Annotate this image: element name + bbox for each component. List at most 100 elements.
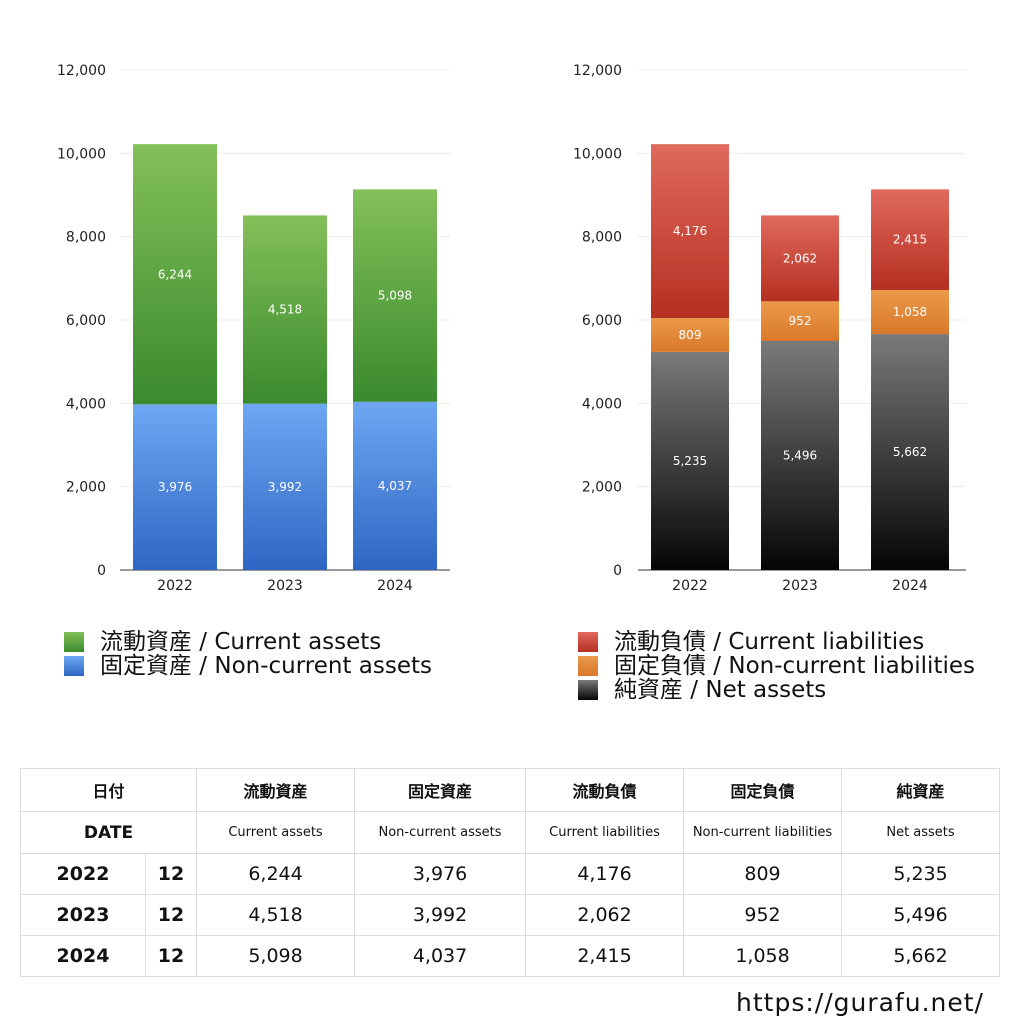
legend-swatch-current-liabilities (578, 632, 598, 652)
legend-label-non-current-liabilities: 固定負債 / Non-current liabilities (614, 653, 975, 679)
data-label: 6,244 (158, 267, 192, 281)
cell-month: 12 (144, 853, 198, 895)
y-tick-label: 2,000 (582, 480, 622, 496)
header-non-current-liabilities-en: Non-current liabilities (683, 811, 843, 854)
bar-segment (651, 351, 729, 570)
cell-year: 2023 (20, 894, 146, 936)
data-label: 2,415 (893, 233, 927, 247)
bar-segment (651, 318, 729, 352)
cell-net-assets: 5,496 (841, 894, 1001, 936)
header-net-assets-en: Net assets (841, 811, 1001, 854)
cell-current-liabilities: 4,176 (525, 853, 685, 895)
data-label: 2,062 (783, 251, 817, 265)
bar-segment (871, 189, 949, 290)
y-tick-label: 6,000 (66, 313, 106, 329)
cell-non-current-liabilities: 1,058 (683, 935, 843, 977)
bar-segment (761, 341, 839, 570)
y-tick-label: 0 (613, 563, 622, 579)
legend-label-current-liabilities: 流動負債 / Current liabilities (614, 629, 925, 655)
header-net-assets-jp: 純資産 (841, 768, 1001, 812)
data-table: 日付 流動資産 固定資産 流動負債 固定負債 純資産 DATE Current … (19, 768, 1001, 977)
header-current-liabilities-en: Current liabilities (525, 811, 685, 854)
y-tick-label: 12,000 (573, 63, 622, 79)
legend-item-current-liabilities: 流動負債 / Current liabilities (578, 630, 975, 654)
y-tick-label: 12,000 (57, 63, 106, 79)
bar-segment (761, 301, 839, 341)
data-label: 5,235 (673, 454, 707, 468)
data-label: 4,037 (378, 479, 412, 493)
liabilities-legend: 流動負債 / Current liabilities 固定負債 / Non-cu… (578, 630, 975, 702)
table-row: 2022 12 6,244 3,976 4,176 809 5,235 (20, 853, 1001, 895)
cell-non-current-assets: 3,976 (354, 853, 527, 895)
data-label: 1,058 (893, 305, 927, 319)
data-label: 4,176 (673, 224, 707, 238)
cell-current-liabilities: 2,415 (525, 935, 685, 977)
data-label: 5,098 (378, 289, 412, 303)
cell-non-current-liabilities: 952 (683, 894, 843, 936)
x-tick-label: 2022 (157, 578, 193, 594)
header-non-current-assets-en: Non-current assets (354, 811, 527, 854)
bar-segment (761, 215, 839, 302)
legend-item-net-assets: 純資産 / Net assets (578, 678, 975, 702)
legend-label-net-assets: 純資産 / Net assets (614, 677, 827, 703)
y-tick-label: 8,000 (66, 230, 106, 246)
cell-month: 12 (144, 894, 198, 936)
bar-segment (243, 403, 327, 570)
legend-item-non-current-assets: 固定資産 / Non-current assets (64, 654, 432, 678)
cell-net-assets: 5,662 (841, 935, 1001, 977)
y-tick-label: 6,000 (582, 313, 622, 329)
x-tick-label: 2022 (672, 578, 708, 594)
bar-segment (133, 144, 217, 405)
cell-net-assets: 5,235 (841, 853, 1001, 895)
header-date-en: DATE (19, 811, 198, 854)
bar-segment (651, 144, 729, 319)
assets-chart: 0 2,000 4,000 6,000 8,000 10,000 12,000 3,976 6,… (57, 63, 450, 594)
legend-swatch-non-current-assets (64, 656, 84, 676)
table-row: 2024 12 5,098 4,037 2,415 1,058 5,662 (20, 935, 1001, 977)
x-tick-label: 2023 (267, 578, 303, 594)
y-tick-label: 4,000 (582, 396, 622, 412)
cell-current-assets: 6,244 (196, 853, 356, 895)
cell-year: 2024 (20, 935, 146, 977)
header-current-assets-jp: 流動資産 (196, 768, 356, 812)
legend-swatch-net-assets (578, 680, 598, 700)
header-non-current-assets-jp: 固定資産 (354, 768, 527, 812)
x-tick-label: 2024 (377, 578, 413, 594)
y-tick-label: 8,000 (582, 230, 622, 246)
cell-current-liabilities: 2,062 (525, 894, 685, 936)
x-tick-label: 2023 (782, 578, 818, 594)
data-label: 5,496 (783, 449, 817, 463)
legend-label-non-current-assets: 固定資産 / Non-current assets (100, 653, 433, 679)
table-header-row-en: DATE Current assets Non-current assets C… (19, 811, 1001, 854)
y-tick-label: 10,000 (573, 146, 622, 162)
site-url[interactable]: https://gurafu.net/ (736, 988, 984, 1017)
legend-swatch-current-assets (64, 632, 84, 652)
y-tick-label: 0 (97, 563, 106, 579)
header-date-jp: 日付 (19, 768, 198, 812)
cell-year: 2022 (20, 853, 146, 895)
cell-non-current-liabilities: 809 (683, 853, 843, 895)
table-row: 2023 12 4,518 3,992 2,062 952 5,496 (20, 894, 1001, 936)
y-tick-label: 2,000 (66, 480, 106, 496)
bar-segment (243, 215, 327, 404)
data-label: 809 (679, 328, 702, 342)
header-current-liabilities-jp: 流動負債 (525, 768, 685, 812)
header-non-current-liabilities-jp: 固定負債 (683, 768, 843, 812)
y-tick-label: 4,000 (66, 396, 106, 412)
cell-current-assets: 4,518 (196, 894, 356, 936)
data-label: 4,518 (268, 303, 302, 317)
liabilities-chart: 0 2,000 4,000 6,000 8,000 10,000 12,000 5,235 80… (573, 63, 966, 594)
data-label: 5,662 (893, 445, 927, 459)
table-header-row-jp: 日付 流動資産 固定資産 流動負債 固定負債 純資産 (19, 768, 1001, 812)
y-tick-label: 10,000 (57, 146, 106, 162)
cell-month: 12 (144, 935, 198, 977)
assets-legend: 流動資産 / Current assets 固定資産 / Non-current… (64, 630, 432, 678)
bar-segment (353, 401, 437, 570)
x-tick-label: 2024 (892, 578, 928, 594)
legend-swatch-non-current-liabilities (578, 656, 598, 676)
data-label: 3,976 (158, 480, 192, 494)
legend-label-current-assets: 流動資産 / Current assets (100, 629, 382, 655)
bar-segment (871, 290, 949, 335)
bar-segment (133, 404, 217, 570)
data-label: 3,992 (268, 480, 302, 494)
